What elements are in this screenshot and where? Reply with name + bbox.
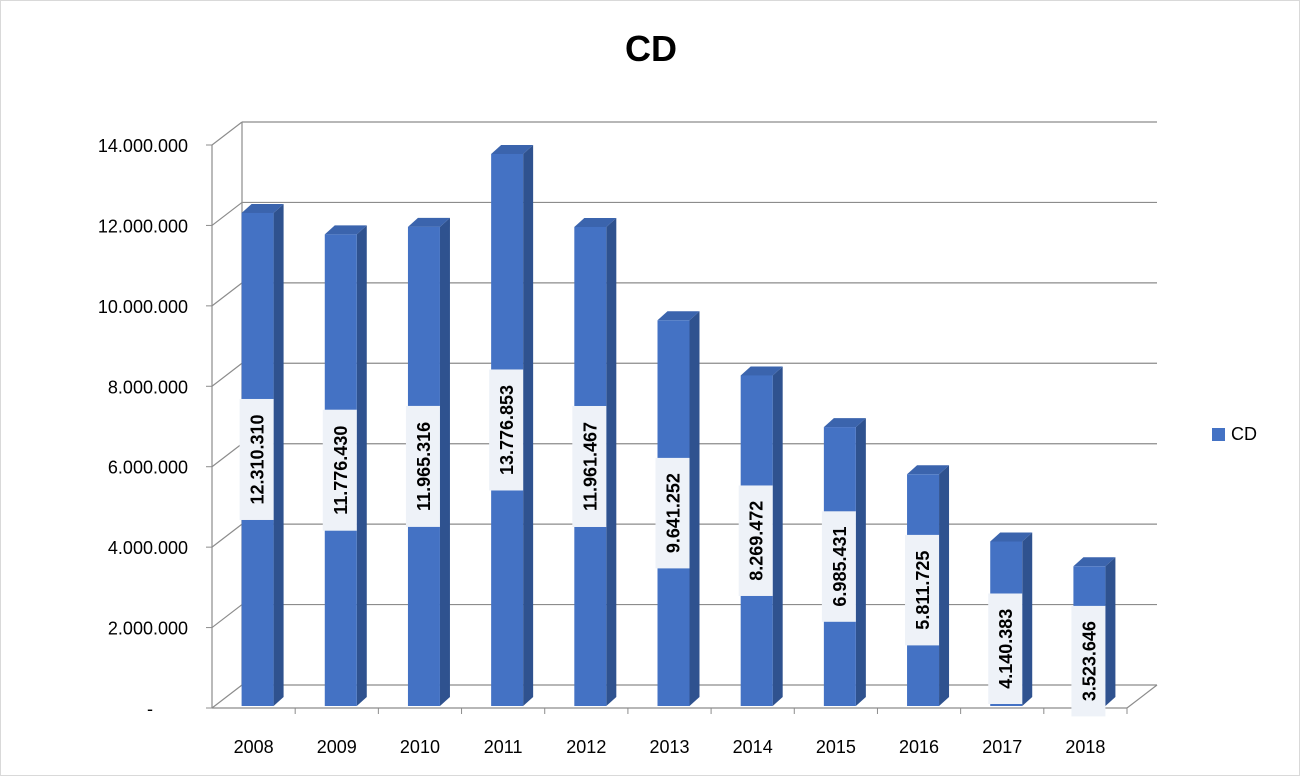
bar-top [907, 465, 950, 475]
bar-top [241, 203, 284, 213]
gridline-connector [211, 684, 243, 709]
data-label: 6.985.431 [821, 511, 856, 622]
y-tick-label: 12.000.000 [98, 216, 188, 236]
data-label-box [738, 485, 773, 596]
data-label-text: 11.965.316 [414, 422, 434, 511]
bar-side [689, 311, 700, 706]
x-tick-label: 2011 [484, 737, 523, 757]
legend: CD [1212, 424, 1257, 445]
x-tick-label: 2017 [982, 737, 1022, 757]
data-label-box [655, 457, 690, 569]
x-tick-label: 2018 [1065, 737, 1105, 757]
bar-side [939, 465, 950, 706]
bar-side [772, 366, 783, 706]
x-tick-label: 2013 [649, 737, 689, 757]
data-label-text: 12.310.310 [248, 414, 268, 504]
data-label: 8.269.472 [738, 485, 773, 596]
x-tick-label: 2016 [899, 737, 939, 757]
data-label-box [489, 369, 524, 491]
bar-top [1073, 557, 1116, 567]
bars [241, 144, 1116, 706]
bar-top [574, 217, 617, 227]
gridline-connector [211, 604, 243, 629]
x-tick-label: 2014 [733, 737, 773, 757]
data-label-text: 8.269.472 [747, 501, 767, 581]
y-tick-label: - [147, 699, 153, 719]
y-tick-label: 6.000.000 [108, 458, 188, 478]
y-tick-label: 14.000.000 [98, 136, 188, 156]
bar-top [990, 532, 1033, 542]
x-tick-label: 2012 [566, 737, 606, 757]
y-tick-label: 10.000.000 [98, 297, 188, 317]
bar-top [823, 418, 866, 428]
gridline-connector [211, 121, 243, 146]
y-tick-label: 2.000.000 [108, 619, 188, 639]
bar-side [439, 217, 450, 706]
bar-top [740, 366, 783, 376]
data-label: 12.310.310 [239, 398, 274, 520]
bar-side [356, 225, 367, 706]
x-tick-label: 2010 [400, 737, 440, 757]
y-tick-label: 8.000.000 [108, 377, 188, 397]
legend-swatch [1212, 428, 1225, 441]
bar-top [657, 311, 700, 321]
floor-edge [1126, 684, 1158, 709]
bar-side [606, 217, 617, 706]
data-label: 5.811.725 [905, 534, 940, 646]
data-label: 11.965.316 [405, 405, 440, 527]
data-label-text: 13.776.853 [497, 385, 517, 475]
data-label: 11.961.467 [572, 405, 607, 527]
bar-side [1022, 532, 1033, 706]
x-tick-label: 2008 [234, 737, 274, 757]
bar-top [407, 217, 450, 227]
data-label-box [988, 593, 1023, 704]
data-label-text: 4.140.383 [996, 609, 1016, 689]
data-label: 9.641.252 [655, 457, 690, 569]
data-label: 3.523.646 [1071, 605, 1106, 717]
x-tick-label: 2015 [816, 737, 856, 757]
y-tick-label: 4.000.000 [108, 538, 188, 558]
data-labels: 12.310.310 11.776.430 11.965.316 13.776.853… [239, 369, 1106, 717]
data-label-box [1071, 605, 1106, 717]
data-label: 4.140.383 [988, 593, 1023, 704]
gridline-connector [211, 201, 243, 226]
bar-top [491, 144, 534, 154]
bar-top [324, 225, 367, 235]
gridline-connector [211, 523, 243, 548]
data-label-box [821, 511, 856, 622]
data-label-text: 5.811.725 [913, 551, 933, 630]
data-label-box [572, 405, 607, 527]
data-label-text: 6.985.431 [830, 527, 850, 607]
bar-side [273, 203, 284, 706]
data-label-box [905, 534, 940, 646]
bar-side [523, 144, 534, 706]
bar-side [855, 418, 866, 706]
legend-label: CD [1231, 424, 1257, 444]
data-label-box [322, 409, 357, 531]
data-label-text: 3.523.646 [1079, 621, 1099, 701]
chart-title: CD [625, 28, 677, 69]
x-tick-label: 2009 [317, 737, 357, 757]
data-label-text: 9.641.252 [664, 473, 684, 553]
gridline-connector [211, 443, 243, 468]
data-label-text: 11.961.467 [580, 422, 600, 511]
data-label: 11.776.430 [322, 409, 357, 531]
data-label-box [239, 398, 274, 520]
gridline-connector [211, 282, 243, 307]
gridline-connector [211, 362, 243, 387]
data-label-box [405, 405, 440, 527]
data-label-text: 11.776.430 [331, 426, 351, 515]
data-label: 13.776.853 [489, 369, 524, 491]
bar-side [1105, 557, 1116, 706]
